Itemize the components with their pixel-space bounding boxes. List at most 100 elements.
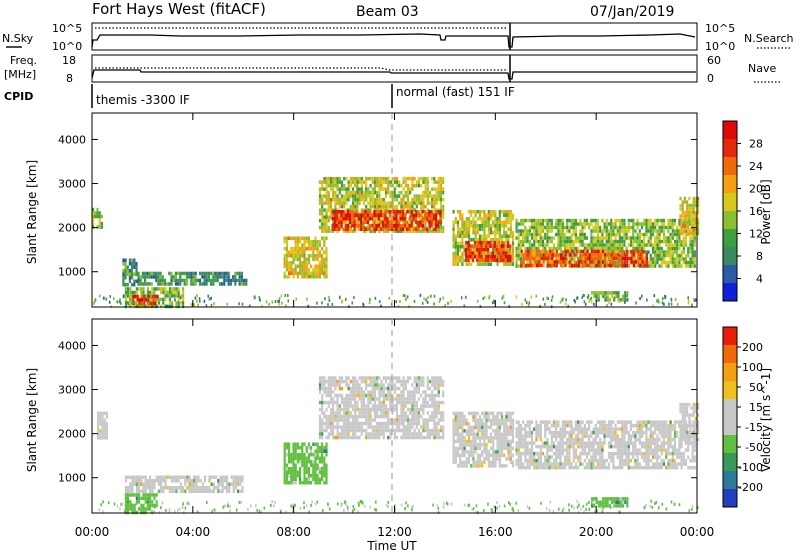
scatter-cell <box>360 376 363 380</box>
scatter-cell <box>566 253 569 257</box>
scatter-cell <box>437 428 440 433</box>
scatter-cell <box>524 232 527 237</box>
scatter-cell <box>485 220 488 224</box>
scatter-cell <box>406 295 409 299</box>
scatter-cell <box>393 213 396 217</box>
scatter-cell <box>358 411 361 415</box>
scatter-cell <box>238 278 241 283</box>
scatter-cell <box>660 225 663 230</box>
scatter-cell <box>413 432 416 436</box>
scatter-cell <box>610 302 613 306</box>
scatter-cell <box>456 241 460 245</box>
scatter-cell <box>542 260 545 264</box>
scatter-cell <box>323 275 326 279</box>
scatter-cell <box>146 486 149 490</box>
scatter-cell <box>420 204 423 209</box>
scatter-cell <box>601 257 604 261</box>
scatter-cell <box>529 260 532 264</box>
scatter-cell <box>105 425 108 430</box>
scatter-cell <box>368 224 372 228</box>
scatter-cell <box>283 481 286 485</box>
scatter-cell <box>485 411 488 416</box>
scatter-cell <box>649 236 652 240</box>
scatter-cell <box>340 407 344 412</box>
scatter-cell <box>467 425 471 430</box>
scatter-cell <box>621 218 624 223</box>
scatter-cell <box>596 222 600 226</box>
scatter-cell <box>415 197 418 202</box>
scatter-cell <box>323 250 326 254</box>
scatter-cell <box>343 432 346 436</box>
scatter-cell <box>452 457 455 461</box>
scatter-cell <box>373 383 377 387</box>
scatter-cell <box>566 222 569 226</box>
scatter-cell <box>316 442 319 446</box>
scatter-cell <box>345 411 348 415</box>
scatter-cell <box>649 218 652 223</box>
scatter-cell <box>103 411 106 416</box>
scatter-cell <box>665 260 668 265</box>
scatter-cell <box>494 217 497 221</box>
scatter-cell <box>472 224 475 228</box>
scatter-cell <box>384 393 388 398</box>
scatter-cell <box>637 260 640 264</box>
scatter-cell <box>662 232 666 237</box>
scatter-cell <box>285 247 288 251</box>
scatter-cell <box>481 220 484 224</box>
scatter-cell <box>419 224 422 228</box>
scatter-cell <box>134 294 137 299</box>
scatter-cell <box>417 411 421 415</box>
scatter-cell <box>411 397 414 401</box>
scatter-cell <box>693 236 696 240</box>
scatter-cell <box>467 432 471 437</box>
scatter-cell <box>537 225 540 230</box>
scatter-cell <box>129 500 132 504</box>
scatter-cell <box>505 262 508 266</box>
scatter-cell <box>182 297 185 302</box>
scatter-cell <box>318 425 322 429</box>
scatter-cell <box>380 379 383 384</box>
scatter-cell <box>148 282 151 286</box>
scatter-cell <box>422 400 425 405</box>
scatter-cell <box>382 176 385 181</box>
scatter-cell <box>472 248 475 252</box>
scatter-cell <box>160 287 163 291</box>
scatter-cell <box>285 474 288 478</box>
scatter-cell <box>378 204 381 209</box>
scatter-cell <box>692 217 695 222</box>
scatter-cell <box>140 496 143 501</box>
scatter-cell <box>419 293 422 297</box>
scatter-cell <box>294 453 297 457</box>
scatter-cell <box>697 217 700 222</box>
scatter-cell <box>660 246 663 251</box>
scatter-cell <box>463 446 466 451</box>
scatter-cell <box>406 183 410 188</box>
scatter-cell <box>155 278 158 283</box>
scatter-cell <box>415 425 418 429</box>
scatter-cell <box>690 224 693 229</box>
scatter-cell <box>535 236 538 240</box>
scatter-cell <box>389 215 392 219</box>
scatter-cell <box>321 247 324 251</box>
scatter-cell <box>402 428 405 433</box>
scatter-cell <box>92 211 95 215</box>
scatter-cell <box>127 475 130 479</box>
scatter-cell <box>397 224 400 228</box>
scatter-cell <box>312 477 315 481</box>
scatter-cell <box>321 204 324 209</box>
scatter-cell <box>168 475 171 479</box>
scatter-cell <box>292 257 295 261</box>
scatter-cell <box>356 379 359 384</box>
scatter-cell <box>426 176 429 181</box>
scatter-cell <box>654 239 657 244</box>
scatter-cell <box>122 283 125 287</box>
scatter-cell <box>509 217 512 221</box>
scatter-cell <box>321 264 324 268</box>
scatter-cell <box>574 229 578 233</box>
scatter-cell <box>645 229 648 233</box>
scatter-cell <box>682 239 685 244</box>
scatter-cell <box>318 225 322 230</box>
scatter-cell <box>325 379 328 384</box>
